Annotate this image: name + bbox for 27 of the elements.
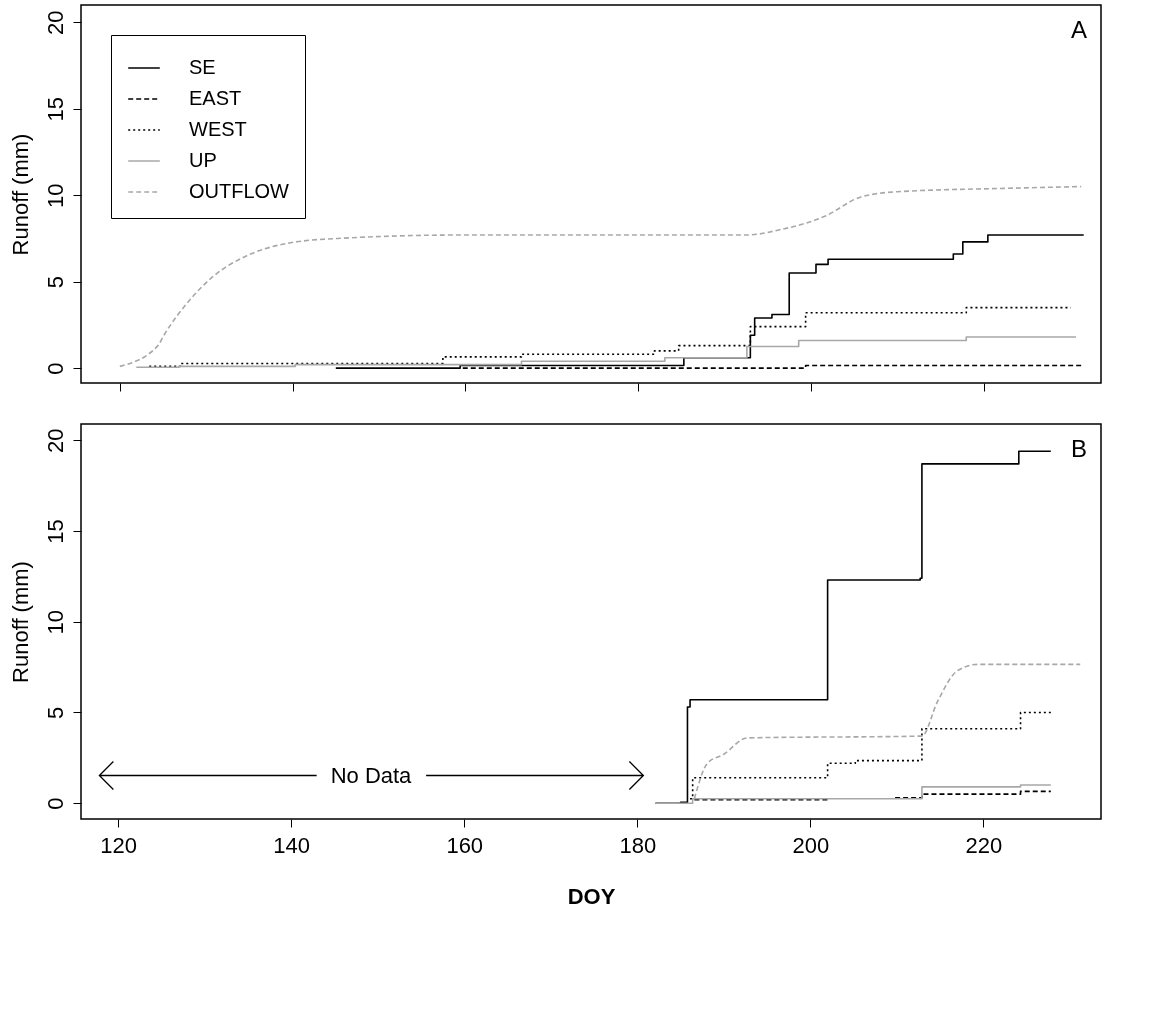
y-tick-label: 15 (42, 97, 68, 122)
x-tick-label: 120 (100, 832, 138, 858)
y-tick-label: 5 (42, 276, 68, 289)
y-tick-label: 0 (42, 797, 68, 810)
y-tick-label: 5 (42, 706, 68, 720)
x-tick-label: 180 (619, 832, 657, 858)
y-tick-label: 20 (42, 428, 68, 454)
x-tick-label: 220 (965, 832, 1003, 858)
y-tick-label: 10 (42, 610, 68, 635)
y-axis-title: Runoff (mm) (7, 133, 33, 256)
annotation: B (1070, 435, 1087, 462)
y-tick-label: 0 (42, 362, 68, 375)
y-tick-label: 15 (42, 519, 68, 544)
x-tick-label: 200 (792, 832, 830, 858)
annotation: A (1070, 16, 1087, 43)
y-tick-label: 10 (42, 183, 68, 208)
y-tick-label: 20 (42, 10, 68, 36)
legend-label: WEST (189, 118, 247, 140)
x-tick-label: 160 (446, 832, 484, 858)
legend-label: EAST (189, 87, 242, 109)
annotation: No Data (330, 763, 413, 788)
y-axis-title: Runoff (mm) (7, 561, 33, 683)
legend-label: OUTFLOW (189, 180, 290, 202)
legend-label: UP (189, 149, 217, 171)
x-tick-label: 140 (273, 832, 311, 858)
legend-label: SE (189, 56, 216, 78)
x-axis-title: DOY (567, 883, 616, 909)
